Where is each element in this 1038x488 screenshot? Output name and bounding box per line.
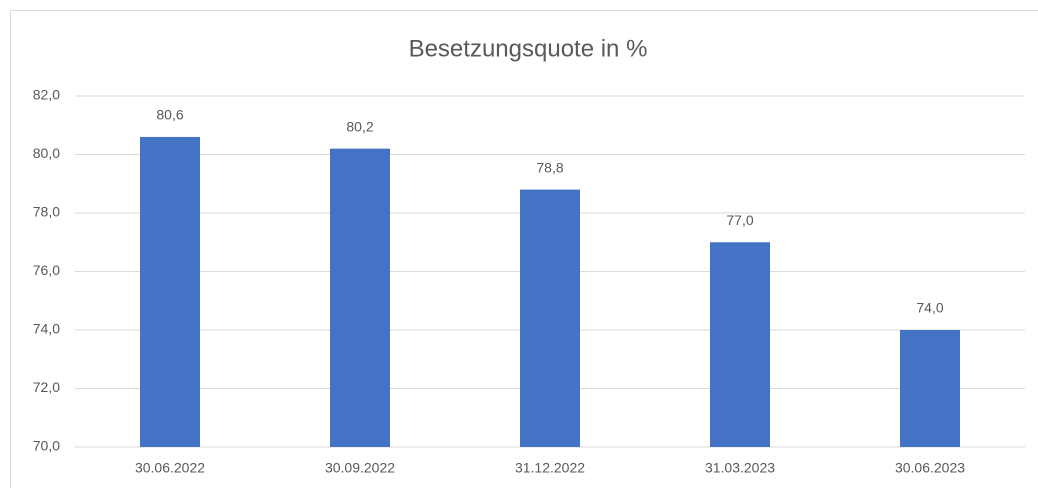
value-label: 80,6 [156,107,183,123]
value-label: 78,8 [536,159,563,175]
x-tick-label: 31.03.2023 [705,460,775,476]
bar [900,330,960,447]
chart-title: Besetzungsquote in % [409,35,648,62]
bar [520,189,580,447]
x-tick-label: 31.12.2022 [515,460,585,476]
y-tick-label: 72,0 [33,379,60,395]
x-tick-label: 30.06.2023 [895,460,965,476]
y-tick-label: 80,0 [33,145,60,161]
y-tick-label: 76,0 [33,262,60,278]
bar [140,136,200,447]
y-tick-label: 70,0 [33,438,60,454]
value-label: 77,0 [726,212,753,228]
value-label: 80,2 [346,118,373,134]
x-tick-label: 30.09.2022 [325,460,395,476]
bar [710,242,770,447]
y-tick-label: 82,0 [33,87,60,103]
y-tick-label: 78,0 [33,204,60,220]
value-label: 74,0 [916,300,943,316]
y-tick-label: 74,0 [33,321,60,337]
x-tick-label: 30.06.2022 [135,460,205,476]
bar [330,148,390,447]
